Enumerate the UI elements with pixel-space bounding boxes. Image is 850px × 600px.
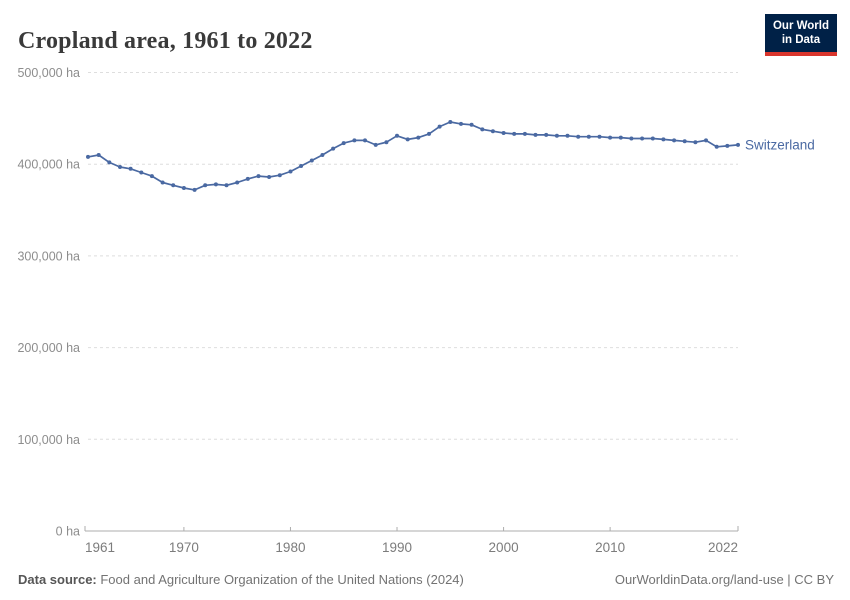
license-link[interactable]: OurWorldinData.org/land-use | CC BY: [614, 572, 834, 587]
y-axis-tick-label: 200,000 ha: [17, 341, 80, 355]
y-axis-tick-label: 400,000 ha: [17, 158, 80, 172]
data-point[interactable]: [512, 131, 517, 136]
data-point[interactable]: [352, 138, 357, 143]
data-point[interactable]: [608, 135, 613, 140]
series-line-switzerland[interactable]: [87, 121, 739, 191]
data-point[interactable]: [245, 176, 250, 181]
data-point[interactable]: [384, 140, 389, 145]
y-axis-tick-label: 500,000 ha: [17, 66, 80, 80]
data-point[interactable]: [235, 180, 240, 185]
data-point[interactable]: [437, 124, 442, 129]
data-point[interactable]: [341, 141, 346, 146]
data-point[interactable]: [331, 146, 336, 151]
data-point[interactable]: [171, 183, 176, 188]
data-point[interactable]: [469, 122, 474, 127]
data-point[interactable]: [554, 133, 559, 138]
data-point[interactable]: [650, 136, 655, 141]
chart-footer: Data source: Food and Agriculture Organi…: [0, 572, 850, 600]
data-point[interactable]: [544, 132, 549, 137]
data-point[interactable]: [640, 136, 645, 141]
x-axis-tick-label: 2000: [489, 540, 519, 555]
data-point[interactable]: [288, 169, 293, 174]
data-point[interactable]: [128, 166, 133, 171]
data-point[interactable]: [160, 180, 165, 185]
y-axis-tick-label: 300,000 ha: [17, 249, 80, 263]
x-axis-tick-label: 1990: [382, 540, 412, 555]
data-point[interactable]: [693, 140, 698, 145]
data-point[interactable]: [203, 183, 208, 188]
data-point[interactable]: [597, 134, 602, 139]
data-point[interactable]: [224, 183, 229, 188]
data-point[interactable]: [480, 127, 485, 132]
data-point[interactable]: [672, 138, 677, 143]
data-point[interactable]: [363, 138, 367, 143]
data-point[interactable]: [661, 137, 666, 142]
x-axis-tick-label: 1980: [275, 540, 305, 555]
data-point[interactable]: [576, 134, 581, 139]
data-point[interactable]: [139, 170, 144, 175]
data-point[interactable]: [149, 174, 154, 179]
data-point[interactable]: [181, 186, 186, 190]
data-point[interactable]: [565, 133, 570, 138]
owid-logo: Our World in Data: [764, 14, 837, 56]
data-point[interactable]: [714, 144, 719, 149]
data-point[interactable]: [725, 143, 730, 148]
data-point[interactable]: [427, 131, 431, 136]
data-point[interactable]: [629, 136, 634, 141]
x-axis-tick-label: 1961: [85, 540, 115, 555]
data-point[interactable]: [320, 153, 325, 157]
data-point[interactable]: [256, 174, 261, 179]
x-axis-tick-label: 2022: [708, 540, 738, 555]
data-point[interactable]: [522, 131, 527, 136]
data-point[interactable]: [395, 133, 399, 138]
data-point[interactable]: [96, 153, 101, 157]
data-point[interactable]: [86, 154, 90, 159]
data-point[interactable]: [192, 187, 197, 192]
data-source-note: Data source: Food and Agriculture Organi…: [18, 572, 464, 587]
data-point[interactable]: [373, 142, 378, 147]
data-point[interactable]: [309, 158, 314, 163]
data-point[interactable]: [107, 160, 112, 165]
data-point[interactable]: [299, 164, 304, 168]
data-point[interactable]: [736, 142, 740, 147]
chart-title: Cropland area, 1961 to 2022: [18, 28, 313, 55]
data-point[interactable]: [618, 135, 623, 140]
data-point[interactable]: [586, 134, 591, 139]
data-point[interactable]: [704, 138, 708, 143]
data-point[interactable]: [267, 175, 272, 179]
owid-logo-line2: in Data: [781, 34, 821, 47]
data-point[interactable]: [490, 129, 495, 134]
y-axis-tick-label: 0 ha: [56, 525, 80, 539]
data-point[interactable]: [459, 121, 463, 126]
y-axis-tick-label: 100,000 ha: [17, 433, 80, 447]
data-point[interactable]: [213, 182, 218, 187]
data-source-label: Data source:: [18, 572, 97, 587]
series-label-switzerland[interactable]: Switzerland: [745, 137, 815, 152]
x-axis-tick-label: 2010: [595, 540, 625, 555]
x-axis-tick-label: 1970: [169, 540, 199, 555]
data-point[interactable]: [448, 120, 453, 124]
data-point[interactable]: [533, 132, 538, 137]
data-point[interactable]: [405, 137, 410, 142]
data-point[interactable]: [277, 173, 282, 178]
owid-logo-line1: Our World: [772, 20, 829, 32]
data-source-text: Food and Agriculture Organization of the…: [96, 572, 464, 587]
data-point[interactable]: [682, 139, 687, 144]
data-point[interactable]: [416, 135, 421, 140]
data-point[interactable]: [118, 165, 122, 169]
data-point[interactable]: [501, 131, 506, 135]
